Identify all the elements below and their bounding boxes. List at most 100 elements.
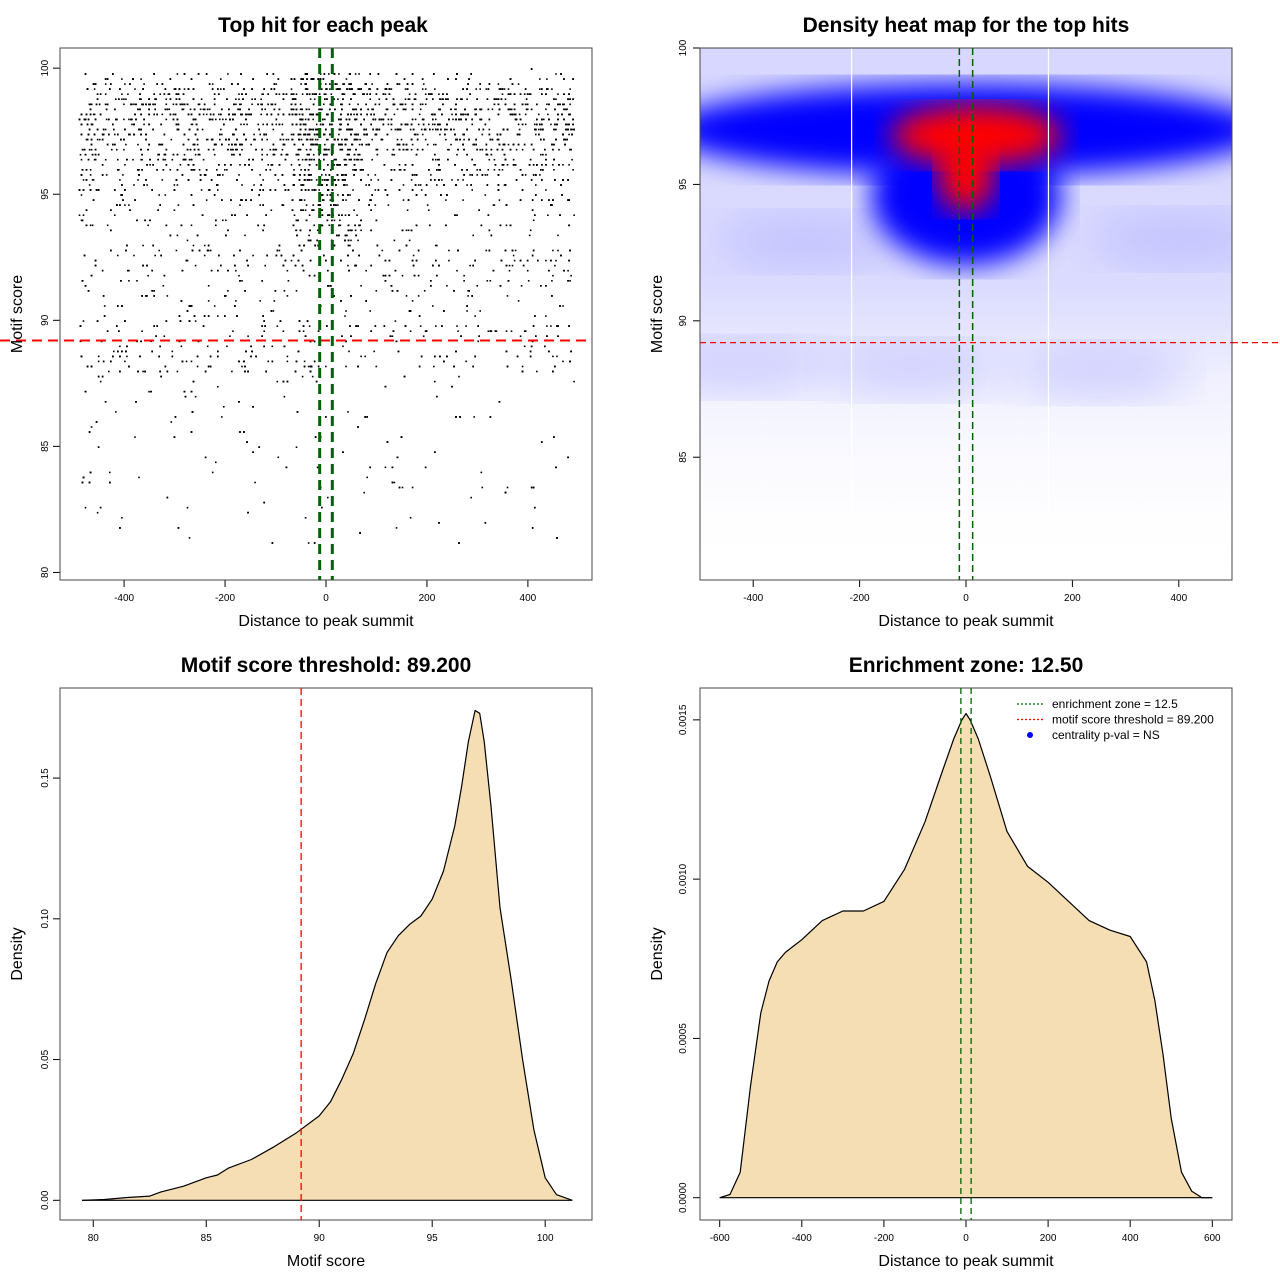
scatter-point [131, 123, 133, 126]
scatter-point [151, 269, 153, 272]
scatter-point [377, 179, 380, 181]
scatter-point [172, 113, 175, 116]
scatter-point [370, 123, 372, 126]
scatter-point [217, 385, 219, 388]
scatter-point [165, 98, 168, 100]
scatter-point [297, 259, 300, 262]
scatter-point [398, 83, 401, 85]
scatter-point [568, 164, 570, 166]
scatter-point [374, 204, 377, 206]
scatter-point [557, 335, 559, 337]
scatter-point [523, 330, 526, 332]
scatter-point [244, 370, 246, 373]
scatter-point [405, 295, 408, 297]
scatter-point [149, 164, 151, 166]
scatter-point [121, 78, 123, 80]
scatter-point [281, 123, 284, 126]
scatter-point [515, 148, 518, 151]
scatter-point [84, 506, 87, 509]
scatter-point [275, 83, 278, 85]
scatter-point [550, 325, 552, 327]
scatter-point [329, 83, 331, 85]
scatter-point [476, 285, 478, 287]
scatter-point [358, 143, 361, 146]
scatter-point [116, 325, 118, 327]
scatter-point [170, 138, 173, 141]
scatter-point [202, 158, 205, 161]
scatter-point [498, 199, 501, 201]
scatter-point [324, 118, 326, 121]
scatter-point [435, 325, 437, 327]
scatter-point [353, 209, 355, 211]
scatter-point [96, 93, 99, 95]
scatter-point [570, 274, 572, 277]
scatter-point [346, 128, 348, 131]
scatter-point [337, 194, 339, 196]
scatter-point [305, 148, 308, 151]
scatter-point [357, 88, 359, 90]
scatter-point [246, 113, 248, 116]
scatter-point [562, 360, 564, 363]
scatter-point [182, 108, 185, 111]
scatter-point [79, 153, 82, 156]
scatter-point [357, 153, 359, 156]
scatter-point [199, 108, 202, 111]
scatter-point [207, 285, 210, 287]
scatter-point [402, 199, 405, 201]
scatter-point [478, 335, 480, 337]
scatter-point [521, 148, 524, 151]
scatter-point [412, 254, 415, 257]
scatter-point [89, 174, 92, 176]
scatter-point [381, 249, 384, 252]
scatter-point [121, 93, 123, 95]
scatter-point [269, 148, 272, 151]
scatter-point [506, 486, 509, 489]
scatter-point [196, 365, 199, 368]
scatter-point [203, 254, 206, 257]
scatter-point [241, 365, 243, 368]
scatter-point [207, 189, 210, 191]
scatter-point [221, 133, 223, 136]
scatter-point [165, 103, 168, 106]
scatter-point [548, 269, 550, 272]
scatter-point [432, 123, 434, 126]
scatter-point [364, 83, 366, 85]
scatter-title: Top hit for each peak [218, 14, 428, 37]
scatter-point [394, 128, 397, 131]
scatter-point [436, 184, 438, 186]
scatter-point [276, 380, 279, 383]
scatter-point [557, 234, 559, 237]
scatter-point [222, 219, 224, 222]
scatter-point [448, 259, 450, 262]
scatter-point [569, 280, 571, 282]
scatter-point [308, 234, 310, 237]
scatter-point [282, 138, 285, 141]
scatter-point [555, 259, 557, 262]
scatter-point [498, 169, 501, 171]
scatter-point [365, 143, 367, 146]
scatter-point [486, 174, 489, 176]
scatter-point [138, 169, 140, 171]
scatter-point [546, 78, 548, 80]
scatter-point [269, 169, 272, 171]
scatter-point [104, 128, 107, 131]
scatter-point [487, 169, 490, 171]
scatter-point [186, 506, 189, 509]
scatter-point [426, 204, 429, 206]
scatter-point [123, 103, 125, 106]
scatter-point [409, 330, 412, 332]
scatter-point [113, 350, 115, 353]
scatter-point [347, 264, 349, 267]
scatter-point [313, 98, 316, 100]
scatter-point [462, 133, 464, 136]
scatter-point [213, 305, 216, 307]
scatter-point [543, 118, 545, 121]
scatter-point [257, 123, 259, 126]
scatter-point [523, 93, 526, 95]
scatter-point [489, 280, 492, 282]
scatter-point [406, 209, 409, 211]
scatter-point [276, 325, 279, 327]
scatter-point [361, 158, 363, 161]
scatter-point [303, 199, 306, 201]
scatter-point [128, 280, 130, 282]
